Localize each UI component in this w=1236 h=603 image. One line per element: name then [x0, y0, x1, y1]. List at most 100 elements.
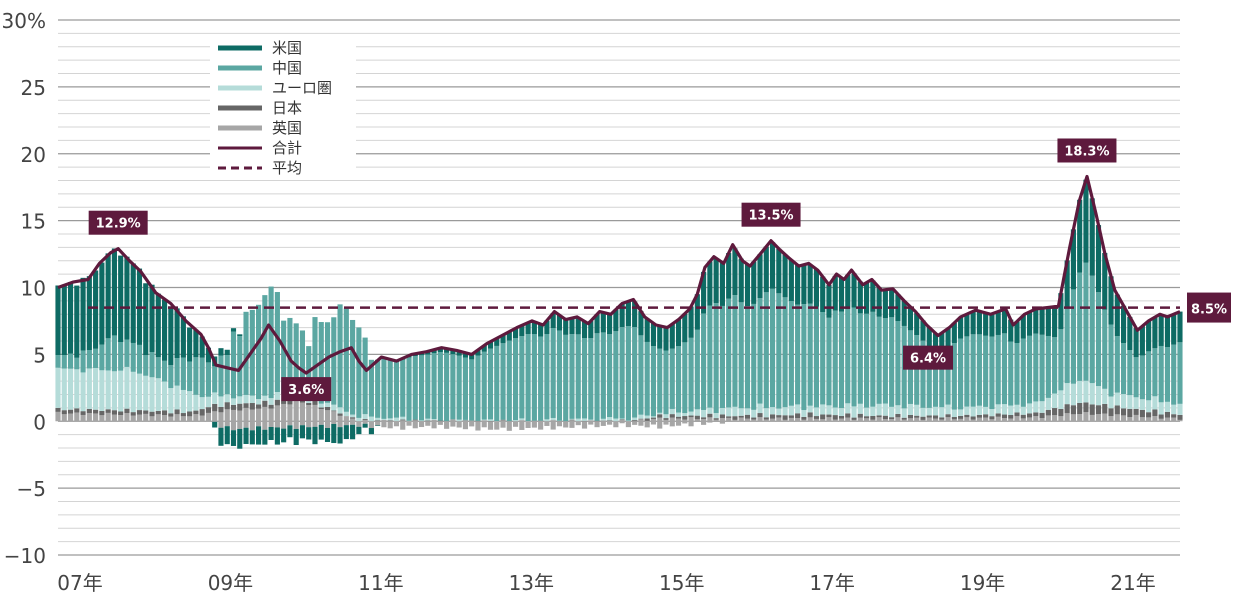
bar — [607, 313, 613, 425]
bar-segment-uk-negative — [563, 421, 569, 428]
bar-segment-china — [368, 359, 374, 417]
bar-segment-euro — [1070, 383, 1076, 406]
bar-segment-euro — [945, 404, 951, 415]
bar — [675, 319, 682, 426]
bar-segment-euro — [738, 408, 744, 416]
bar-segment-china — [995, 334, 1001, 405]
bar-segment-china — [751, 303, 757, 410]
bar-segment-us — [707, 261, 713, 306]
bar-segment-china — [701, 313, 707, 410]
bar-segment-us — [751, 261, 757, 304]
average-label-box — [1187, 292, 1231, 323]
bar-segment-euro — [1064, 383, 1070, 405]
bar-segment-us-negative — [324, 427, 331, 442]
bar-segment-us — [732, 248, 738, 296]
bar-segment-china — [1139, 355, 1145, 400]
y-tick-label: 0 — [33, 410, 46, 434]
bar-segment-uk — [312, 404, 318, 422]
bar-segment-euro — [487, 419, 494, 421]
bar-segment-uk — [907, 418, 914, 422]
bar-segment-uk — [895, 417, 901, 422]
bar-segment-japan — [688, 415, 694, 418]
bar-segment-china — [230, 331, 237, 399]
bar-segment-japan — [889, 417, 895, 420]
bar-segment-china — [581, 338, 588, 419]
bar-segment-china — [67, 353, 74, 369]
bar-segment-japan — [1133, 408, 1139, 415]
bar-segment-us — [74, 285, 80, 358]
bar-segment-china — [293, 323, 299, 394]
bar — [1033, 308, 1039, 422]
bar — [964, 314, 970, 422]
bar-segment-uk — [1014, 416, 1020, 422]
bar-segment-china — [1058, 329, 1064, 391]
bar — [939, 332, 945, 422]
x-tick-label: 21年 — [1110, 571, 1155, 595]
bar-segment-us — [1152, 317, 1158, 349]
bar — [1045, 307, 1051, 422]
bar-segment-uk — [1146, 417, 1152, 422]
bar-segment-uk — [237, 410, 243, 422]
bar-segment-uk — [976, 417, 982, 422]
bar-segment-japan — [782, 415, 788, 420]
bar-segment-euro — [1026, 403, 1033, 414]
bar-segment-japan — [657, 414, 663, 418]
bar-segment-china — [632, 327, 638, 418]
x-tick-label: 11年 — [358, 571, 403, 595]
bar-segment-us — [80, 277, 86, 351]
bar-segment-uk-negative — [362, 421, 368, 424]
bar-segment-uk-negative — [450, 421, 456, 427]
bar-segment-euro — [199, 397, 205, 410]
bar-segment-euro — [406, 420, 412, 422]
bar-segment-uk — [111, 414, 117, 422]
bar-segment-uk-negative — [224, 421, 230, 427]
bar-segment-china — [212, 366, 218, 393]
y-tick-label: 30% — [2, 9, 46, 33]
bar-segment-china — [412, 356, 418, 420]
bar — [1127, 316, 1133, 422]
bar-segment-euro — [638, 414, 644, 419]
bar-segment-uk — [500, 419, 506, 422]
bar-segment-euro — [600, 418, 606, 421]
bar-segment-euro — [218, 396, 224, 407]
bar-segment-uk-negative — [400, 421, 406, 430]
bar-segment-uk-negative — [707, 421, 713, 423]
bar-segment-uk — [531, 420, 537, 422]
bar — [199, 336, 205, 422]
bar-segment-uk — [306, 405, 312, 422]
bar — [249, 309, 255, 445]
bar-segment-japan — [738, 415, 744, 418]
bar-segment-us — [801, 264, 807, 305]
bar-segment-us — [838, 277, 845, 312]
bar-segment-us — [744, 264, 751, 307]
bar-segment-uk — [650, 418, 657, 422]
bar-segment-china — [149, 352, 155, 378]
bar-segment-japan — [124, 408, 130, 414]
bar-segment-uk-negative — [588, 421, 594, 425]
bar-segment-japan — [1171, 414, 1177, 418]
bar — [1070, 229, 1076, 422]
bar-segment-us — [726, 253, 732, 299]
bar-segment-uk — [74, 412, 80, 422]
bar — [1152, 317, 1158, 422]
bar-segment-china — [889, 317, 895, 407]
bar-segment-japan — [1008, 415, 1014, 419]
bar-segment-euro — [663, 414, 669, 419]
bar-segment-us — [199, 336, 205, 358]
bar-segment-japan — [105, 409, 111, 413]
bar — [187, 327, 193, 422]
bar-segment-us — [851, 273, 857, 308]
bar-segment-china — [788, 301, 794, 406]
bar-segment-us — [807, 264, 813, 304]
bar-segment-japan — [669, 414, 675, 418]
bar-segment-uk-negative — [719, 421, 725, 424]
bar-segment-china — [494, 345, 500, 422]
bar — [807, 264, 813, 422]
bar-segment-japan — [161, 410, 168, 416]
bar-segment-euro — [1089, 383, 1095, 405]
bar-segment-euro — [575, 418, 581, 422]
bar-segment-uk-negative — [381, 421, 387, 428]
bar-segment-us — [970, 311, 976, 335]
bar — [1171, 314, 1177, 422]
